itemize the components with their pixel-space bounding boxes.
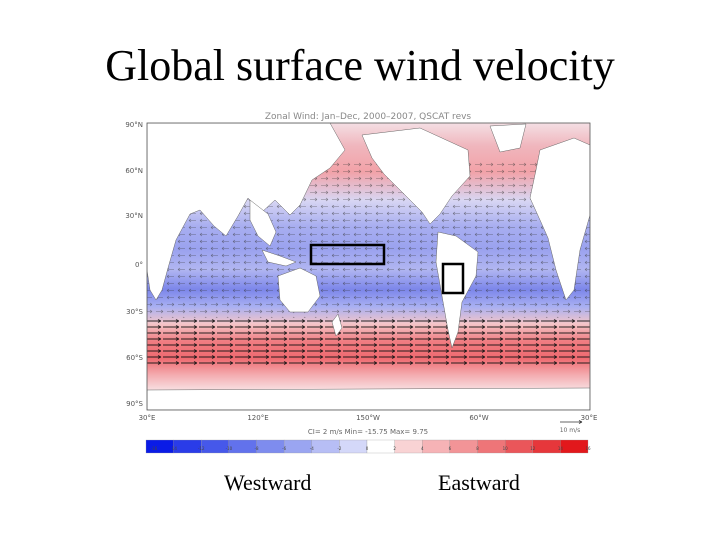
wind-field [147,123,590,410]
colorbar: -16 -14 -12 -10 -8 -6 -4 -2 0 2 4 6 8 10 12 14 16 [145,439,591,454]
colorbar-tick-label: 14 [558,446,564,451]
lon-labels: 30°E 120°E 150°W 60°W 30°E [139,414,598,422]
colorbar-swatch [228,439,257,454]
colorbar-tick-label: -8 [255,446,259,451]
colorbar-tick-label: -4 [310,446,314,451]
vector-reference-label: 10 m/s [560,427,581,434]
colorbar-tick-label: 4 [421,446,424,451]
landmasses [147,123,590,410]
lon-label: 150°W [356,414,380,422]
colorbar-swatch [283,439,312,454]
colorbar-swatch [366,439,395,454]
colorbar-tick-label: 12 [530,446,536,451]
colorbar-tick-label: -2 [337,446,341,451]
colorbar-swatch [532,439,561,454]
lat-labels: 90°N 60°N 30°N 0° 30°S 60°S 90°S [125,121,143,408]
map-header: Zonal Wind: Jan–Dec, 2000–2007, QSCAT re… [265,112,472,122]
colorbar-swatch [504,439,533,454]
lat-label: 30°N [125,212,143,220]
colorbar-swatch [422,439,451,454]
caption-westward: Westward [224,470,312,495]
colorbar-tick-label: -14 [170,446,177,451]
lat-label: 60°S [126,354,143,362]
lon-label: 60°W [469,414,488,422]
lat-label: 30°S [126,308,143,316]
colorbar-tick-label: 2 [393,446,396,451]
lon-label: 30°E [581,414,598,422]
colorbar-swatch [560,439,589,454]
colorbar-tick-label: 0 [366,446,369,451]
colorbar-tick-label: 10 [503,446,509,451]
vector-reference: 10 m/s [560,420,583,434]
colorbar-swatch [311,439,340,454]
lat-label: 90°S [126,400,143,408]
colorbar-tick-label: 16 [585,446,591,451]
lon-label: 120°E [247,414,268,422]
colorbar-swatch [394,439,423,454]
lat-label: 0° [135,261,143,269]
colorbar-tick-label: 8 [476,446,479,451]
colorbar-swatch [339,439,368,454]
colorbar-swatch [449,439,478,454]
caption-eastward: Eastward [438,470,520,495]
colorbar-swatch [256,439,285,454]
colorbar-tick-label: -10 [226,446,233,451]
map-frame [146,122,591,411]
lat-label: 60°N [125,167,143,175]
colorbar-tick-label: 6 [449,446,452,451]
map-footer: CI= 2 m/s Min= -15.75 Max= 9.75 [308,428,428,436]
colorbar-tick-label: -16 [151,446,158,451]
slide-title: Global surface wind velocity [105,41,615,90]
colorbar-tick-label: -12 [198,446,205,451]
colorbar-tick-label: -6 [282,446,286,451]
highlight-box-south-america [441,262,465,295]
highlight-box-pacific [309,243,386,266]
colorbar-swatch [477,439,506,454]
lon-label: 30°E [139,414,156,422]
lat-label: 90°N [125,121,143,129]
